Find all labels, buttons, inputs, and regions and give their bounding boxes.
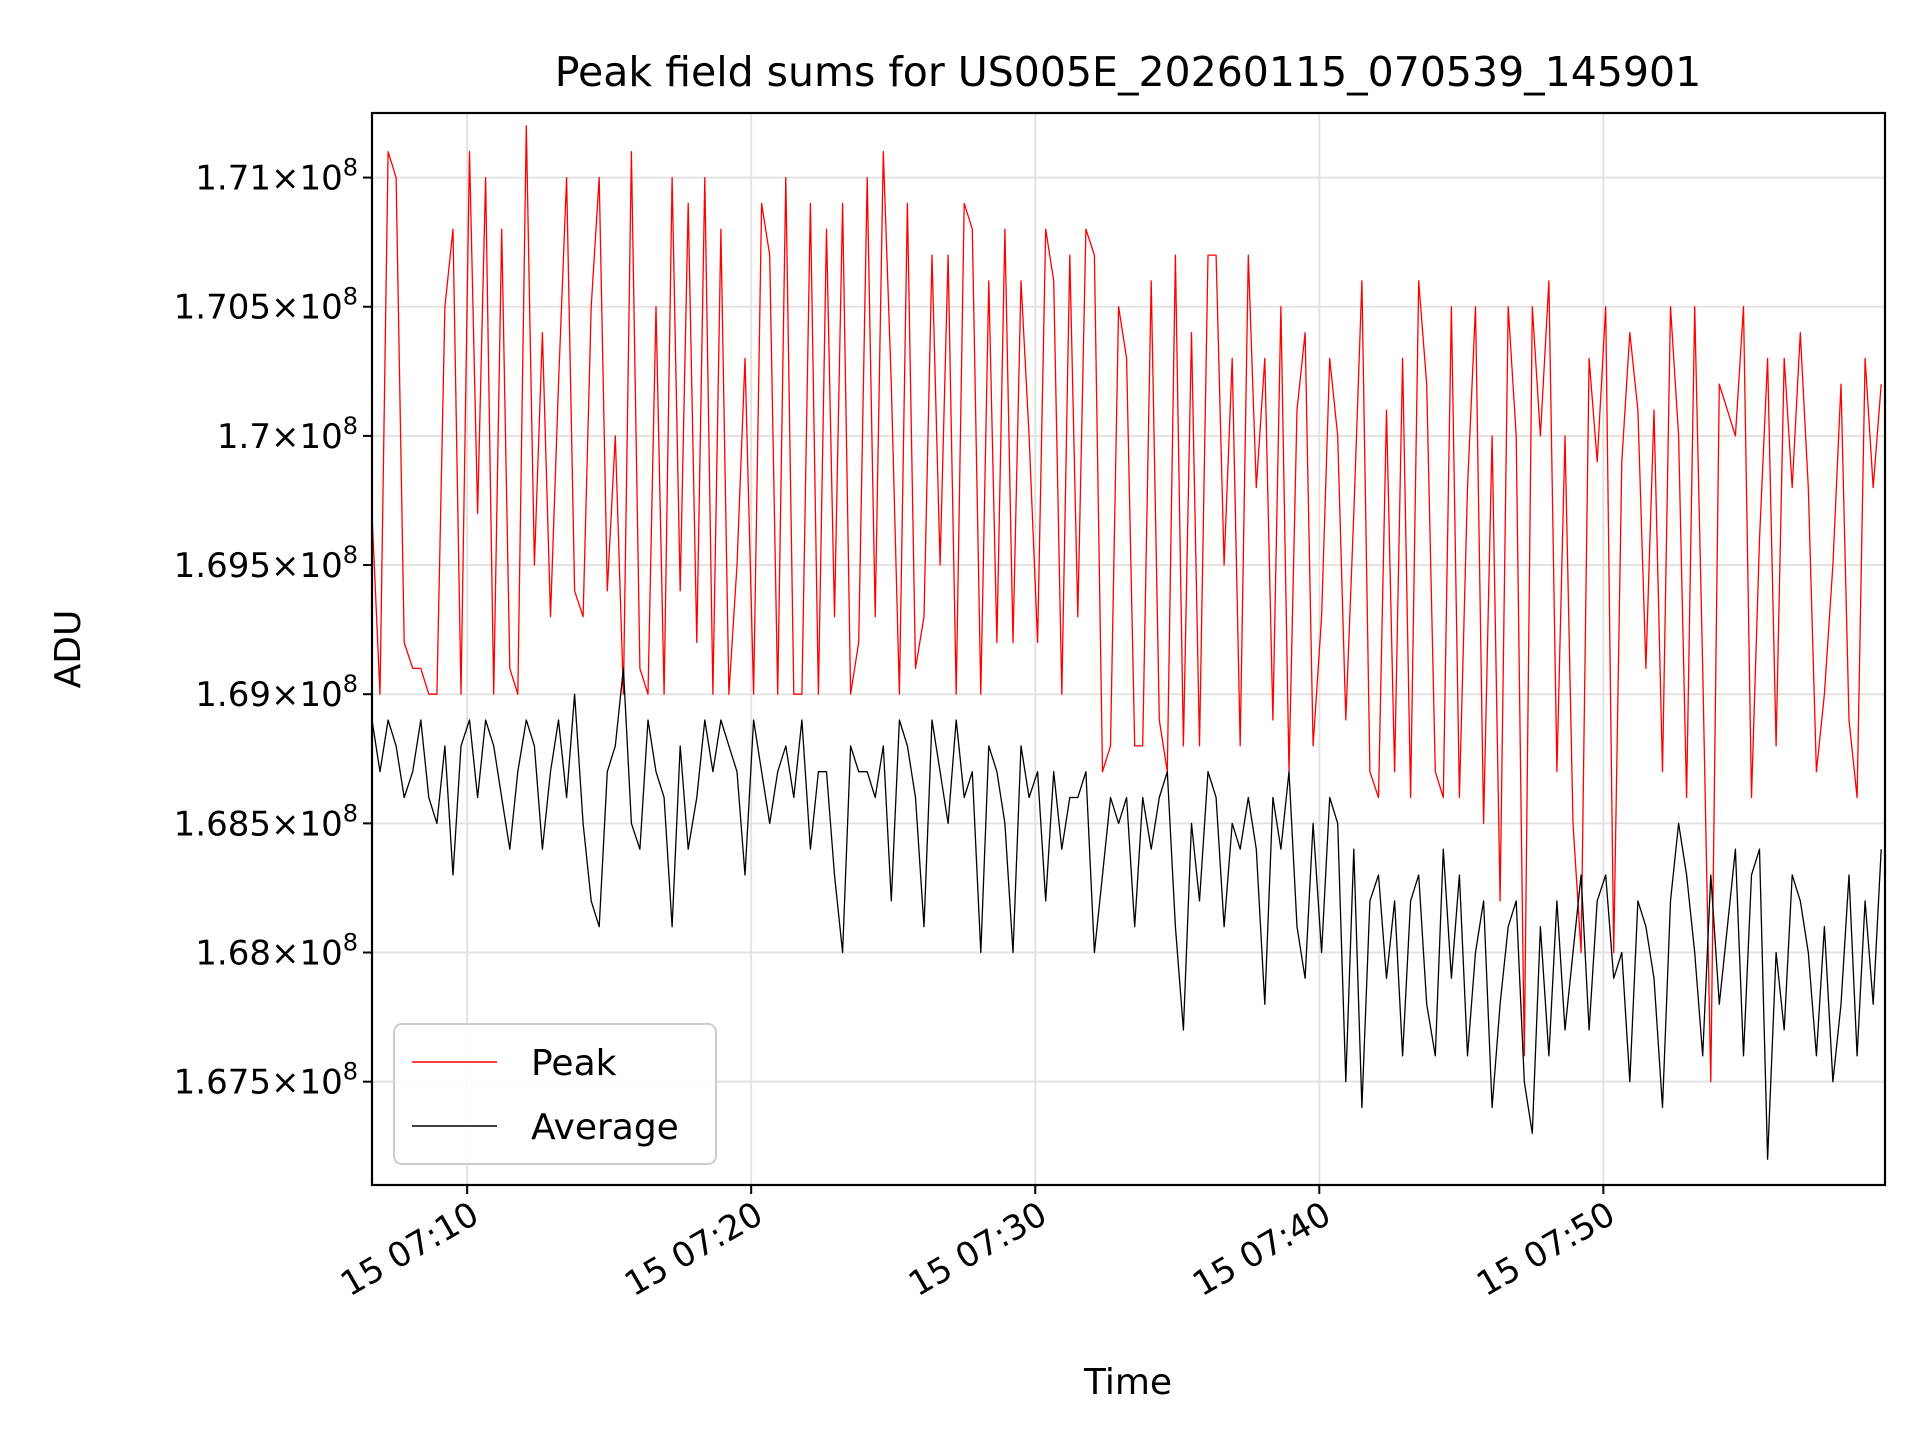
plot-frame [370,111,1887,1187]
legend-box [393,1023,717,1165]
y-tick-label: 1.68×108 [195,929,358,974]
legend-average-label: Average [531,1107,679,1148]
y-tick-label: 1.71×108 [195,154,358,199]
y-tick-label: 1.7×108 [217,412,358,457]
y-tick-label: 1.69×108 [195,670,358,715]
y-tick-label: 1.675×108 [174,1058,358,1103]
y-axis-label: ADU [48,610,89,689]
y-tick-label: 1.695×108 [174,541,358,586]
y-tick-label: 1.685×108 [174,799,358,844]
legend: Peak Average [393,1023,717,1165]
series-line-peak [372,125,1882,1083]
legend-peak-label: Peak [531,1043,617,1084]
series-group [372,125,1882,1160]
x-axis-label: Time [1083,1362,1172,1403]
series-line-average [372,667,1882,1160]
y-tick-label: 1.705×108 [174,283,358,328]
chart-title: Peak field sums for US005E_20260115_0705… [555,48,1701,96]
